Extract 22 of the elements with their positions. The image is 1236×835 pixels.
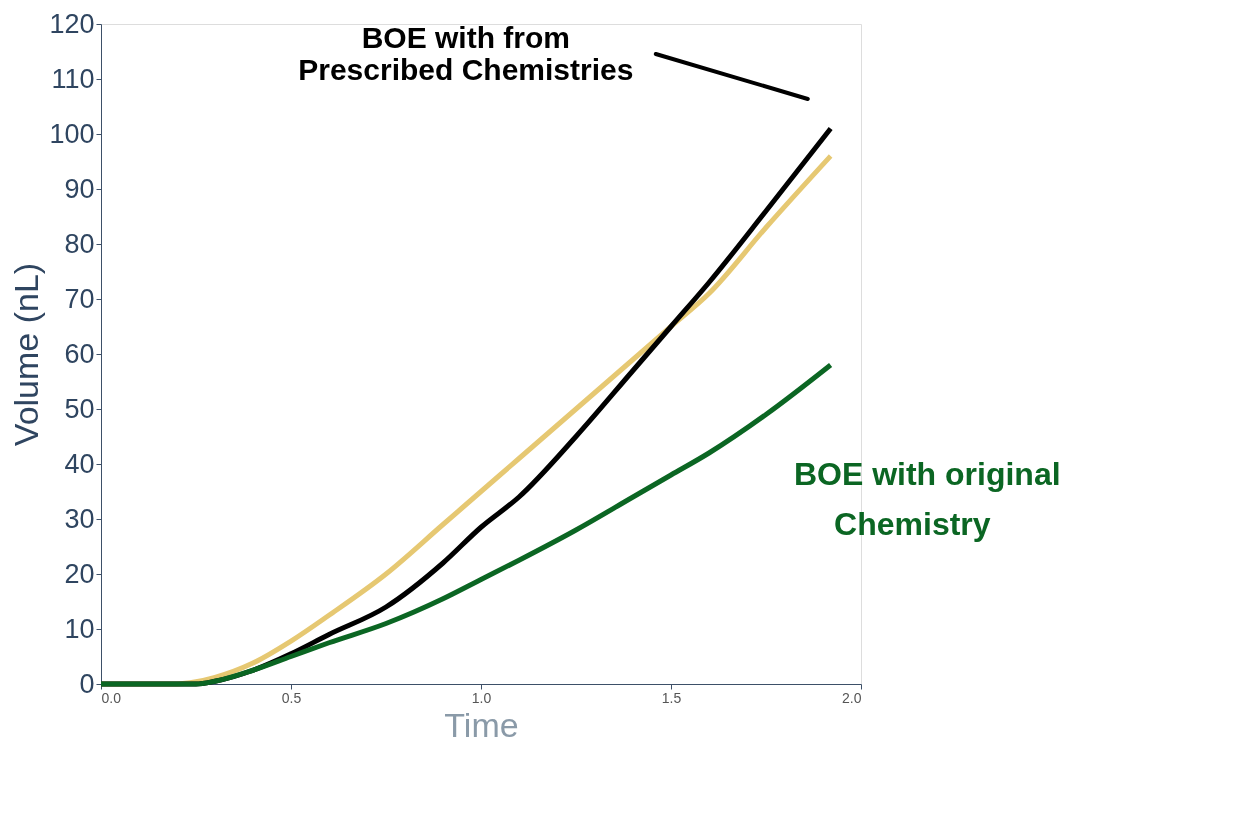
y-tick-label: 70 bbox=[64, 283, 95, 314]
y-tick-label: 120 bbox=[49, 8, 95, 39]
annotation: BOE with from Prescribed Chemistries bbox=[298, 21, 634, 86]
y-tick-label: 0 bbox=[79, 668, 95, 699]
y-tick-label: 60 bbox=[64, 338, 95, 369]
y-tick-label: 100 bbox=[49, 118, 95, 149]
x-axis-title: Time bbox=[444, 705, 519, 744]
x-tick-label: 2.0 bbox=[842, 689, 862, 706]
x-tick-label: 0.5 bbox=[281, 689, 302, 706]
y-tick-label: 20 bbox=[64, 558, 95, 589]
y-axis-title: Volume (nL) bbox=[7, 262, 46, 447]
y-tick-label: 30 bbox=[64, 503, 95, 534]
y-tick-label: 10 bbox=[64, 613, 95, 644]
y-tick-label: 40 bbox=[64, 448, 95, 479]
x-tick-label: 1.0 bbox=[471, 689, 492, 706]
series-label: BOE with original Chemistry bbox=[793, 456, 1061, 542]
y-tick-label: 50 bbox=[64, 393, 95, 424]
y-tick-label: 80 bbox=[64, 228, 95, 259]
x-tick-label: 1.5 bbox=[661, 689, 682, 706]
y-tick-label: 110 bbox=[51, 63, 95, 94]
y-tick-label: 90 bbox=[64, 173, 95, 204]
x-tick-label: 0.0 bbox=[101, 689, 122, 706]
